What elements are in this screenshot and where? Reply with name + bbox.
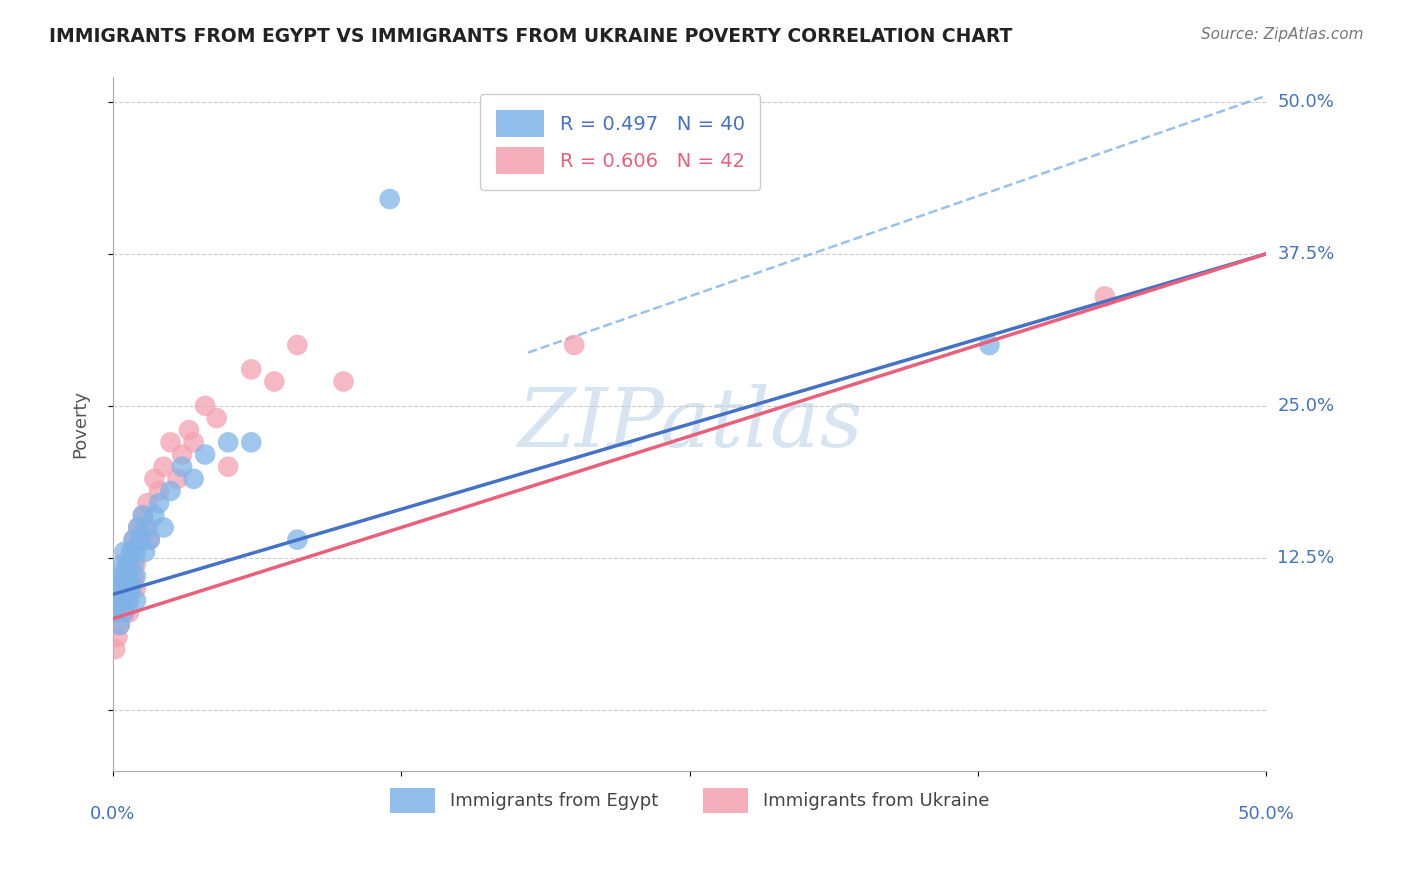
Text: 0.0%: 0.0% [90,805,135,823]
Point [148,496,170,510]
Text: 50.0%: 50.0% [1278,93,1334,111]
Point [183,472,205,486]
Point [139,533,162,547]
Point [108,617,131,632]
Point [170,448,193,462]
Point [979,338,1001,352]
Text: ZIPatlas: ZIPatlas [517,384,862,464]
Point [263,375,285,389]
Point [112,593,135,607]
Point [136,496,159,510]
Point [217,435,239,450]
Point [111,557,134,571]
Point [143,472,166,486]
Point [111,606,134,620]
Text: IMMIGRANTS FROM EGYPT VS IMMIGRANTS FROM UKRAINE POVERTY CORRELATION CHART: IMMIGRANTS FROM EGYPT VS IMMIGRANTS FROM… [49,27,1012,45]
Point [129,533,152,547]
Point [122,533,145,547]
Point [122,557,145,571]
Point [118,557,141,571]
Point [104,642,127,657]
Point [112,545,135,559]
Point [139,533,162,547]
Point [120,545,142,559]
Point [152,520,174,534]
Point [107,606,129,620]
Point [115,582,138,596]
Text: Source: ZipAtlas.com: Source: ZipAtlas.com [1201,27,1364,42]
Text: 25.0%: 25.0% [1278,397,1334,415]
Point [111,593,134,607]
Point [125,557,148,571]
Text: 12.5%: 12.5% [1278,549,1334,567]
Point [122,533,145,547]
Point [107,593,129,607]
Point [104,606,127,620]
Point [287,338,309,352]
Point [136,520,159,534]
Point [148,483,170,498]
Point [112,569,135,583]
Point [120,582,142,596]
Point [205,411,228,425]
Point [143,508,166,523]
Point [125,545,148,559]
Point [217,459,239,474]
Point [127,520,149,534]
Text: 37.5%: 37.5% [1278,244,1334,263]
Point [1094,289,1116,303]
Point [118,606,141,620]
Point [107,630,129,644]
Point [120,545,142,559]
Point [134,520,156,534]
Point [122,569,145,583]
Point [332,375,354,389]
Point [115,582,138,596]
Point [562,338,585,352]
Point [108,569,131,583]
Point [115,557,138,571]
Point [108,617,131,632]
Point [107,582,129,596]
Point [166,472,188,486]
Point [287,533,309,547]
Point [125,582,148,596]
Point [112,569,135,583]
Point [134,545,156,559]
Point [152,459,174,474]
Point [194,448,217,462]
Point [108,593,131,607]
Point [111,582,134,596]
Point [125,569,148,583]
Point [170,459,193,474]
Point [129,533,152,547]
Point [132,508,155,523]
Legend: Immigrants from Egypt, Immigrants from Ukraine: Immigrants from Egypt, Immigrants from U… [382,780,997,821]
Point [125,593,148,607]
Point [159,483,181,498]
Point [127,520,149,534]
Point [112,606,135,620]
Point [159,435,181,450]
Point [378,192,401,206]
Point [118,593,141,607]
Point [118,569,141,583]
Point [194,399,217,413]
Y-axis label: Poverty: Poverty [72,390,89,458]
Point [132,508,155,523]
Text: 50.0%: 50.0% [1237,805,1295,823]
Point [177,423,200,437]
Point [111,582,134,596]
Point [240,362,263,376]
Point [183,435,205,450]
Point [240,435,263,450]
